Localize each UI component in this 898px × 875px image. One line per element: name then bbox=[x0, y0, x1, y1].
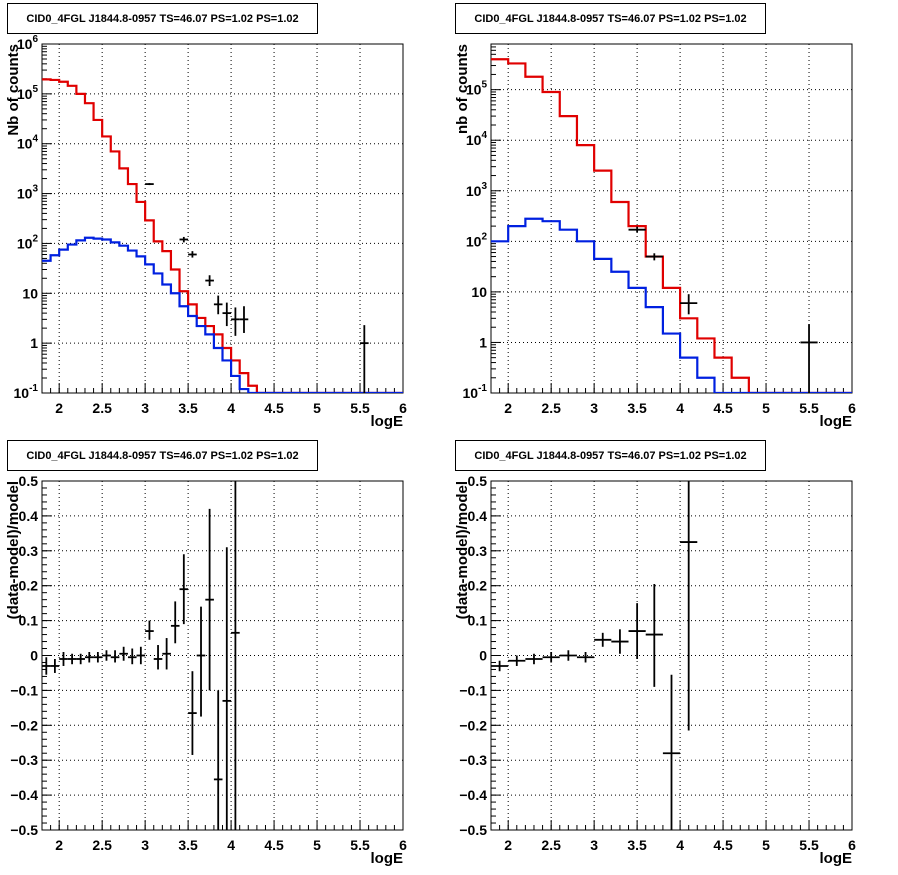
x-tick-label: 4.5 bbox=[713, 837, 733, 853]
x-tick-label: 6 bbox=[399, 837, 407, 853]
x-tick-label: 3.5 bbox=[627, 400, 647, 416]
x-tick-label: 4 bbox=[676, 400, 684, 416]
panel-4: 2 2.5 3 3.5 4 4.5 5 5.5 6 −0.5 −0.4 −0.3 −0.2 −0.1 0 0.… bbox=[454, 473, 856, 867]
y-tick-label: 10-1 bbox=[463, 383, 488, 401]
plot-area bbox=[42, 481, 240, 830]
y-tick-label: −0.4 bbox=[10, 787, 38, 803]
x-tick-label: 3 bbox=[590, 400, 598, 416]
y-tick-label: 0.3 bbox=[468, 543, 488, 559]
x-tick-label: 5.5 bbox=[799, 837, 819, 853]
y-tick-label: −0.5 bbox=[459, 822, 487, 838]
y-axis-title: Nb of counts bbox=[5, 44, 22, 136]
panel-title-3: CID0_4FGL J1844.8-0957 TS=46.07 PS=1.02 … bbox=[7, 440, 318, 471]
x-tick-label: 4 bbox=[227, 400, 235, 416]
y-tick-label: −0.1 bbox=[459, 682, 487, 698]
y-tick-label: 0.1 bbox=[468, 613, 488, 629]
y-axis-title: nb of counts bbox=[454, 44, 471, 134]
y-tick-label: 0.2 bbox=[468, 578, 488, 594]
y-tick-label: 0.5 bbox=[19, 473, 39, 489]
y-tick-label: 0.4 bbox=[468, 508, 488, 524]
y-tick-label: 0 bbox=[30, 648, 38, 664]
y-tick-label: 0.2 bbox=[19, 578, 39, 594]
x-tick-label: 2.5 bbox=[541, 837, 561, 853]
x-tick-label: 2.5 bbox=[92, 400, 112, 416]
x-tick-label: 5 bbox=[762, 400, 770, 416]
y-tick-label: 102 bbox=[17, 233, 39, 251]
x-tick-label: 3.5 bbox=[627, 837, 647, 853]
y-tick-label: −0.3 bbox=[10, 752, 38, 768]
y-tick-label: 105 bbox=[17, 84, 39, 102]
y-tick-label: 0.4 bbox=[19, 508, 39, 524]
x-tick-label: 3 bbox=[141, 400, 149, 416]
y-tick-label: 1 bbox=[479, 334, 487, 350]
x-axis-title: logE bbox=[820, 850, 853, 867]
plot-area bbox=[491, 481, 698, 830]
x-tick-label: 5.5 bbox=[350, 400, 370, 416]
y-tick-label: 103 bbox=[17, 184, 39, 202]
y-tick-label: −0.3 bbox=[459, 752, 487, 768]
x-tick-label: 2 bbox=[504, 837, 512, 853]
x-tick-label: 2 bbox=[55, 837, 63, 853]
panel-2: 2 2.5 3 3.5 4 4.5 5 5.5 6 10-1 1 10 102 103 104 105 logE… bbox=[454, 43, 856, 430]
x-tick-label: 2 bbox=[504, 400, 512, 416]
y-tick-label: 10 bbox=[471, 284, 487, 300]
x-tick-label: 6 bbox=[848, 400, 856, 416]
x-axis-title: logE bbox=[371, 850, 404, 867]
x-tick-label: 2.5 bbox=[92, 837, 112, 853]
y-tick-label: 0.5 bbox=[468, 473, 488, 489]
x-tick-label: 5 bbox=[313, 400, 321, 416]
y-axis-title: (data-model)/model bbox=[454, 481, 471, 619]
y-tick-label: 10-1 bbox=[14, 383, 39, 401]
panel-title-4: CID0_4FGL J1844.8-0957 TS=46.07 PS=1.02 … bbox=[455, 440, 766, 471]
x-tick-label: 6 bbox=[399, 400, 407, 416]
y-tick-label: −0.4 bbox=[459, 787, 487, 803]
y-tick-label: −0.2 bbox=[10, 717, 38, 733]
x-tick-label: 3.5 bbox=[178, 400, 198, 416]
panel-1: 2 2.5 3 3.5 4 4.5 5 5.5 6 10-1 1 10 102 103 104 105 106 l… bbox=[5, 34, 407, 430]
total-model-histogram bbox=[491, 58, 852, 393]
y-tick-label: 105 bbox=[466, 80, 488, 98]
x-tick-label: 5 bbox=[762, 837, 770, 853]
x-axis-title: logE bbox=[820, 413, 853, 430]
plot-area bbox=[42, 78, 403, 393]
source-model-histogram bbox=[42, 236, 403, 393]
y-tick-label: 1 bbox=[30, 335, 38, 351]
panel-title-2: CID0_4FGL J1844.8-0957 TS=46.07 PS=1.02 … bbox=[455, 3, 766, 34]
x-tick-label: 5 bbox=[313, 837, 321, 853]
panel-title-1: CID0_4FGL J1844.8-0957 TS=46.07 PS=1.02 … bbox=[7, 3, 318, 34]
x-tick-label: 3 bbox=[590, 837, 598, 853]
x-tick-label: 5.5 bbox=[799, 400, 819, 416]
y-tick-label: 10 bbox=[22, 285, 38, 301]
y-tick-label: 106 bbox=[17, 34, 39, 52]
panel-3: 2 2.5 3 3.5 4 4.5 5 5.5 6 −0.5 −0.4 −0.3 −0.2 −0.1 0 0.… bbox=[5, 473, 407, 867]
y-tick-label: 0.1 bbox=[19, 613, 39, 629]
x-tick-label: 2 bbox=[55, 400, 63, 416]
x-tick-label: 3 bbox=[141, 837, 149, 853]
x-tick-label: 4 bbox=[227, 837, 235, 853]
plot-area bbox=[491, 58, 852, 393]
x-tick-label: 4.5 bbox=[713, 400, 733, 416]
x-tick-label: 5.5 bbox=[350, 837, 370, 853]
x-tick-label: 3.5 bbox=[178, 837, 198, 853]
x-tick-label: 4 bbox=[676, 837, 684, 853]
y-tick-label: 102 bbox=[466, 231, 488, 249]
x-tick-label: 6 bbox=[848, 837, 856, 853]
x-tick-label: 4.5 bbox=[264, 837, 284, 853]
y-tick-label: 0.3 bbox=[19, 543, 39, 559]
x-tick-label: 4.5 bbox=[264, 400, 284, 416]
x-axis-title: logE bbox=[371, 413, 404, 430]
y-tick-label: −0.5 bbox=[10, 822, 38, 838]
y-axis-title: (data-model)/model bbox=[5, 481, 22, 619]
y-tick-label: −0.1 bbox=[10, 682, 38, 698]
total-model-histogram bbox=[42, 78, 403, 393]
y-tick-label: −0.2 bbox=[459, 717, 487, 733]
source-model-histogram bbox=[491, 217, 852, 393]
y-tick-label: 103 bbox=[466, 181, 488, 199]
y-tick-label: 104 bbox=[17, 134, 39, 152]
x-tick-label: 2.5 bbox=[541, 400, 561, 416]
y-tick-label: 0 bbox=[479, 648, 487, 664]
plot-frame bbox=[490, 43, 853, 394]
y-tick-label: 104 bbox=[466, 130, 488, 148]
